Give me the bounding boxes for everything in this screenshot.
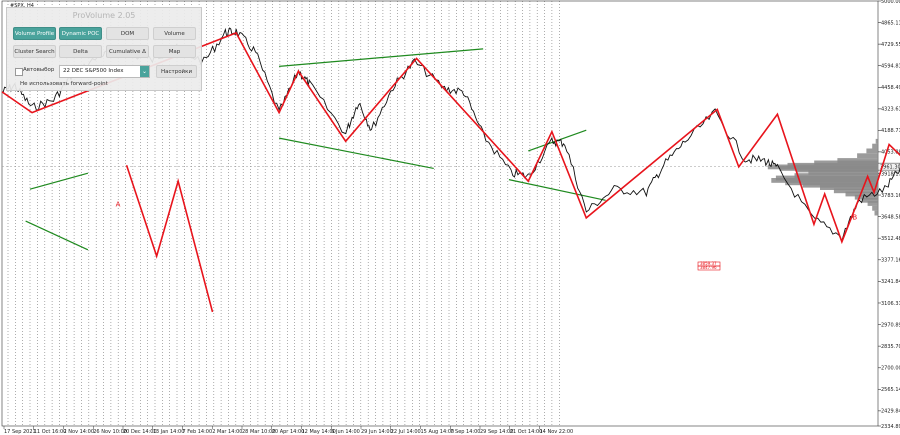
profile-bar: [833, 188, 878, 194]
wave-label: B: [852, 213, 857, 221]
time-tick-label: 7 Sep 14:00: [450, 429, 480, 435]
price-tick-label: 2700.00: [881, 366, 900, 372]
instrument-value: 22 DEC S&P500 Index: [63, 68, 124, 74]
price-tick-label: 4053.88: [881, 150, 900, 156]
symbol-label: #SPX, H4: [10, 3, 34, 9]
channel-line: [508, 179, 606, 201]
time-tick-label: 6 Jun 14:00: [331, 429, 360, 435]
price-tick-label: 2334.89: [881, 424, 900, 430]
time-tick-label: 14 Nov 22:00: [540, 429, 574, 435]
profile-bar: [875, 138, 878, 144]
time-tick-label: 7 Feb 14:00: [183, 429, 213, 435]
auto-select-label: Автовыбор: [23, 67, 55, 73]
volume-profile-button[interactable]: Volume Profile: [13, 27, 56, 40]
price-tick-label: 2429.84: [881, 409, 900, 415]
price-marker-label: 3859.37: [700, 261, 717, 266]
price-tick-label: 2565.14: [881, 387, 900, 393]
wave-line: [1, 31, 900, 245]
channel-line: [278, 137, 434, 170]
price-tick-label: 3783.16: [881, 193, 900, 199]
settings-button[interactable]: Настройки: [156, 65, 197, 78]
channel-line: [29, 172, 89, 190]
dom-button[interactable]: DOM: [106, 27, 149, 40]
time-tick-label: 2 Nov 14:00: [64, 429, 95, 435]
price-tick-label: 4323.61: [881, 107, 900, 113]
current-price-label: 3961.30: [880, 164, 900, 170]
time-tick-label: 20 Apr 14:00: [272, 429, 305, 435]
delta-button[interactable]: Delta: [59, 45, 102, 58]
price-marker-label: 3847.96: [700, 265, 717, 270]
channel-line: [25, 220, 89, 251]
profile-bar: [820, 185, 878, 190]
price-tick-label: 3648.58: [881, 214, 900, 220]
price-tick-label: 4729.55: [881, 42, 900, 48]
price-tick-label: 4458.49: [881, 85, 900, 91]
time-tick-label: 28 Mar 10:00: [242, 429, 275, 435]
profile-bar: [872, 205, 878, 211]
map-button[interactable]: Map: [153, 45, 196, 58]
wave-projection: [125, 165, 214, 313]
time-tick-label: 20 Dec 14:00: [123, 429, 157, 435]
time-tick-label: 11 Oct 16:00: [34, 429, 67, 435]
price-tick-label: 3918.17: [881, 171, 900, 177]
wave-labels: BABC: [116, 201, 858, 222]
volume-button[interactable]: Volume: [153, 27, 196, 40]
profile-bar: [874, 210, 878, 216]
price-tick-label: 4865.11: [881, 20, 900, 26]
time-tick-label: 15 Aug 14:00: [421, 429, 455, 435]
price-tick-label: 3106.31: [881, 301, 900, 307]
price-tick-label: 4594.81: [881, 63, 900, 69]
time-tick-label: 29 Jun 14:00: [361, 429, 393, 435]
price-tick-label: 2970.89: [881, 322, 900, 328]
instrument-select[interactable]: 22 DEC S&P500 Index ⌄: [59, 65, 150, 78]
time-tick-label: 21 Oct 14:00: [510, 429, 543, 435]
profile-bar: [861, 197, 878, 203]
dynamic-poc-button[interactable]: Dynamic POC: [59, 27, 102, 40]
provolume-panel: ProVolume 2.05 Volume Profile Dynamic PO…: [6, 7, 202, 91]
price-tick-label: 2835.70: [881, 344, 900, 350]
price-tick-label: 4188.71: [881, 128, 900, 134]
channel-line: [279, 48, 484, 67]
time-tick-label: 22 Jul 14:00: [391, 429, 421, 435]
panel-title: ProVolume 2.05: [72, 11, 136, 20]
time-tick-label: 17 Sep 2021: [4, 429, 36, 435]
profile-bar: [808, 170, 878, 175]
profile-bar: [857, 153, 878, 159]
chevron-down-icon[interactable]: ⌄: [140, 66, 149, 77]
wave-label: A: [116, 201, 121, 209]
cumulative-delta-button[interactable]: Cumulative Δ: [106, 45, 149, 58]
profile-bar: [872, 143, 878, 149]
time-tick-label: 2 Mar 14:00: [212, 429, 242, 435]
time-tick-label: 26 Nov 10:00: [93, 429, 127, 435]
cluster-search-button[interactable]: Cluster Search: [13, 45, 56, 58]
price-tick-label: 3512.48: [881, 236, 900, 242]
profile-bar: [845, 191, 878, 197]
auto-select-checkbox[interactable]: [15, 68, 23, 76]
forward-point-label: Не использовать forward-point: [20, 81, 108, 87]
time-tick-label: 29 Sep 14:00: [480, 429, 513, 435]
profile-bar: [867, 201, 878, 206]
price-tick-label: 3377.16: [881, 258, 900, 264]
time-tick-label: 13 Jan 14:00: [153, 429, 185, 435]
volume-profile: [767, 138, 878, 216]
price-tick-label: 3241.84: [881, 279, 900, 285]
price-tick-label: 5000.00: [881, 0, 900, 5]
price-marker-box: [697, 265, 721, 271]
time-tick-label: 12 May 14:00: [302, 429, 336, 435]
profile-bar: [866, 148, 878, 154]
profile-bar: [785, 180, 878, 186]
wave-count: [1, 31, 900, 313]
